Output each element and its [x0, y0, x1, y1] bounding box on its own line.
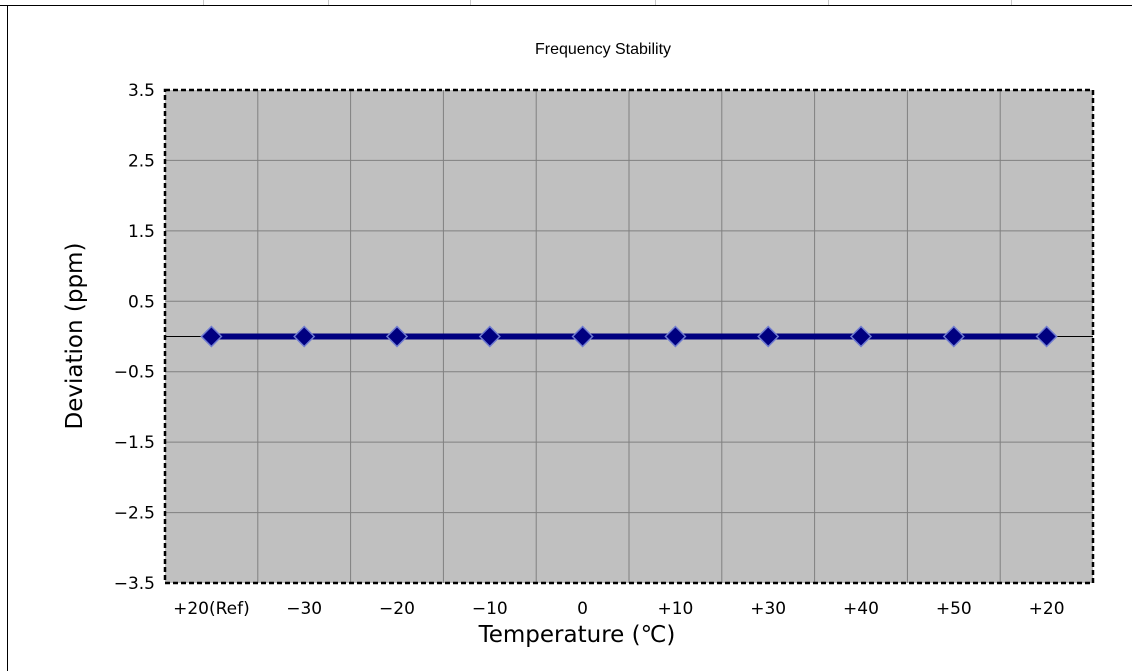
y-tick-label: −0.5: [114, 363, 155, 383]
series-layer: [200, 325, 1058, 348]
x-tick-label: −30: [286, 599, 322, 619]
data-point-marker: [385, 325, 409, 348]
x-tick-label: +20: [1029, 599, 1065, 619]
x-tick-label: +10: [657, 599, 693, 619]
x-tick-label: +30: [750, 599, 786, 619]
x-tick-label: +20(Ref): [173, 599, 250, 619]
y-axis-label: Deviation (ppm): [62, 243, 88, 430]
chart-title: Frequency Stability: [535, 41, 671, 58]
data-point-marker: [478, 325, 501, 348]
x-tick-label: +50: [936, 599, 972, 619]
x-axis-label: Temperature (℃): [478, 622, 676, 648]
y-tick-label: −3.5: [114, 574, 155, 594]
data-point-marker: [293, 325, 316, 348]
data-point-marker: [849, 325, 873, 348]
data-point-marker: [571, 325, 594, 348]
y-tick-label: 2.5: [128, 151, 155, 171]
data-point-marker: [1035, 325, 1058, 348]
y-tick-label: 3.5: [128, 81, 155, 101]
data-point-marker: [942, 325, 965, 348]
x-tick-label: 0: [577, 599, 588, 619]
data-point-marker: [664, 325, 687, 348]
y-tick-label: 0.5: [128, 292, 155, 312]
x-axis-ticks: +20(Ref) −30 −20 −10 0 +10 +30 +40 +50 +20: [173, 599, 1064, 619]
x-tick-label: −20: [379, 599, 415, 619]
y-tick-label: −2.5: [114, 504, 155, 524]
horizontal-gridlines: [165, 159, 1093, 514]
y-tick-label: 1.5: [128, 222, 155, 242]
x-tick-label: +40: [843, 599, 879, 619]
y-axis-ticks: 3.5 2.5 1.5 0.5 −0.5 −1.5 −2.5 −3.5: [114, 81, 155, 594]
data-point-marker: [757, 325, 780, 348]
plot-area: [163, 88, 1095, 585]
x-tick-label: −10: [472, 599, 508, 619]
plot-border: [163, 88, 1095, 585]
data-point-marker: [200, 325, 223, 348]
y-tick-label: −1.5: [114, 433, 155, 453]
